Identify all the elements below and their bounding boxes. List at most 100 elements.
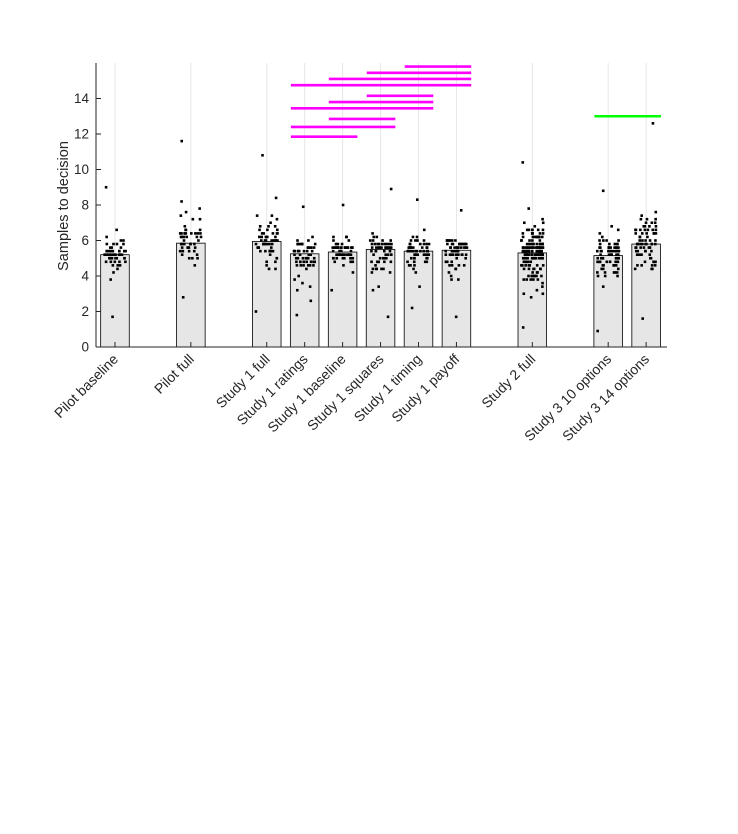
data-point-8-89 bbox=[539, 256, 543, 260]
data-point-10-65 bbox=[634, 232, 638, 235]
data-point-2-53 bbox=[263, 239, 267, 242]
data-point-8-9 bbox=[527, 267, 531, 271]
data-point-8-78 bbox=[521, 256, 525, 260]
data-point-7-58 bbox=[455, 246, 459, 249]
data-point-10-17 bbox=[640, 253, 643, 256]
data-point-10-63 bbox=[633, 267, 637, 271]
data-point-1-47 bbox=[195, 253, 199, 256]
data-point-7-56 bbox=[456, 249, 460, 253]
data-point-8-114 bbox=[538, 235, 541, 239]
data-point-9-58 bbox=[610, 253, 614, 256]
data-point-6-44 bbox=[418, 285, 421, 288]
data-point-2-1 bbox=[261, 154, 264, 157]
data-point-7-26 bbox=[444, 249, 447, 253]
data-point-8-135 bbox=[537, 246, 541, 249]
data-point-1-7 bbox=[184, 228, 187, 232]
data-point-9-21 bbox=[615, 271, 619, 274]
data-point-9-34 bbox=[596, 274, 600, 278]
data-point-6-37 bbox=[414, 239, 417, 242]
data-point-2-24 bbox=[269, 246, 273, 249]
data-point-9-53 bbox=[605, 260, 609, 264]
data-point-5-57 bbox=[378, 256, 382, 260]
data-point-5-34 bbox=[371, 239, 375, 242]
data-point-2-54 bbox=[256, 246, 259, 249]
data-point-8-0 bbox=[521, 326, 525, 329]
data-point-5-42 bbox=[381, 239, 384, 242]
y-tick-label-4: 8 bbox=[81, 198, 89, 213]
data-point-8-152 bbox=[541, 264, 545, 267]
data-point-3-59 bbox=[296, 256, 299, 260]
data-point-9-9 bbox=[603, 271, 607, 274]
data-point-3-53 bbox=[312, 260, 316, 264]
data-point-3-55 bbox=[301, 281, 304, 285]
data-point-10-37 bbox=[649, 256, 652, 260]
data-point-7-35 bbox=[461, 242, 464, 246]
data-point-0-26 bbox=[114, 256, 117, 260]
data-point-9-64 bbox=[608, 242, 611, 246]
data-point-8-110 bbox=[521, 232, 525, 235]
data-point-3-24 bbox=[312, 256, 316, 260]
data-point-6-22 bbox=[409, 249, 412, 253]
data-point-4-13 bbox=[349, 256, 352, 260]
data-point-0-24 bbox=[120, 253, 124, 256]
data-point-7-47 bbox=[461, 253, 464, 256]
data-point-8-53 bbox=[541, 232, 545, 235]
data-point-7-45 bbox=[459, 246, 463, 249]
data-point-10-58 bbox=[654, 228, 658, 232]
data-point-2-5 bbox=[272, 239, 275, 242]
data-point-7-1 bbox=[459, 209, 463, 212]
data-point-5-46 bbox=[377, 246, 380, 249]
data-point-5-9 bbox=[388, 249, 392, 253]
data-point-9-42 bbox=[613, 249, 616, 253]
data-point-10-30 bbox=[635, 253, 639, 256]
data-point-8-132 bbox=[521, 249, 525, 253]
data-point-1-37 bbox=[179, 214, 183, 217]
data-point-5-29 bbox=[375, 267, 379, 271]
data-point-6-47 bbox=[416, 253, 419, 256]
data-point-9-47 bbox=[603, 274, 607, 278]
data-point-10-2 bbox=[645, 232, 648, 235]
data-point-6-34 bbox=[413, 256, 416, 260]
data-point-4-39 bbox=[333, 246, 336, 249]
data-point-9-78 bbox=[607, 253, 611, 256]
data-point-9-61 bbox=[599, 253, 602, 256]
data-point-8-151 bbox=[531, 271, 534, 274]
data-point-9-72 bbox=[614, 246, 618, 249]
data-point-6-16 bbox=[413, 264, 416, 267]
data-point-1-32 bbox=[185, 235, 189, 239]
data-point-9-12 bbox=[609, 246, 612, 249]
data-point-10-51 bbox=[654, 239, 657, 242]
data-point-3-25 bbox=[309, 260, 313, 264]
data-point-3-40 bbox=[305, 260, 309, 264]
data-point-4-57 bbox=[343, 256, 346, 260]
data-point-8-158 bbox=[535, 264, 539, 267]
data-point-2-38 bbox=[276, 228, 279, 232]
data-point-4-31 bbox=[346, 246, 350, 249]
data-point-3-56 bbox=[292, 249, 296, 253]
data-point-3-10 bbox=[298, 253, 302, 256]
data-point-10-62 bbox=[654, 210, 658, 214]
data-point-10-6 bbox=[650, 221, 654, 225]
data-point-3-4 bbox=[307, 239, 310, 242]
data-point-5-11 bbox=[387, 242, 391, 246]
data-point-3-35 bbox=[306, 256, 310, 260]
data-point-6-27 bbox=[408, 242, 412, 246]
data-point-6-0 bbox=[410, 306, 414, 310]
data-point-2-2 bbox=[265, 260, 268, 264]
data-point-1-13 bbox=[180, 246, 184, 249]
data-point-0-1 bbox=[104, 185, 108, 189]
data-point-10-70 bbox=[642, 225, 646, 228]
data-point-3-20 bbox=[296, 239, 299, 242]
data-point-8-32 bbox=[529, 278, 533, 281]
data-point-10-43 bbox=[639, 228, 642, 232]
data-point-4-30 bbox=[336, 253, 340, 256]
data-point-10-9 bbox=[651, 228, 655, 232]
x-tick-label-7: Study 1 payoff bbox=[388, 351, 463, 426]
data-point-1-12 bbox=[197, 239, 200, 242]
data-point-6-5 bbox=[406, 260, 409, 264]
data-point-6-29 bbox=[414, 271, 418, 274]
bar-0 bbox=[100, 254, 130, 348]
data-point-4-16 bbox=[345, 235, 348, 239]
data-point-7-0 bbox=[454, 315, 458, 319]
data-point-5-53 bbox=[389, 239, 393, 242]
